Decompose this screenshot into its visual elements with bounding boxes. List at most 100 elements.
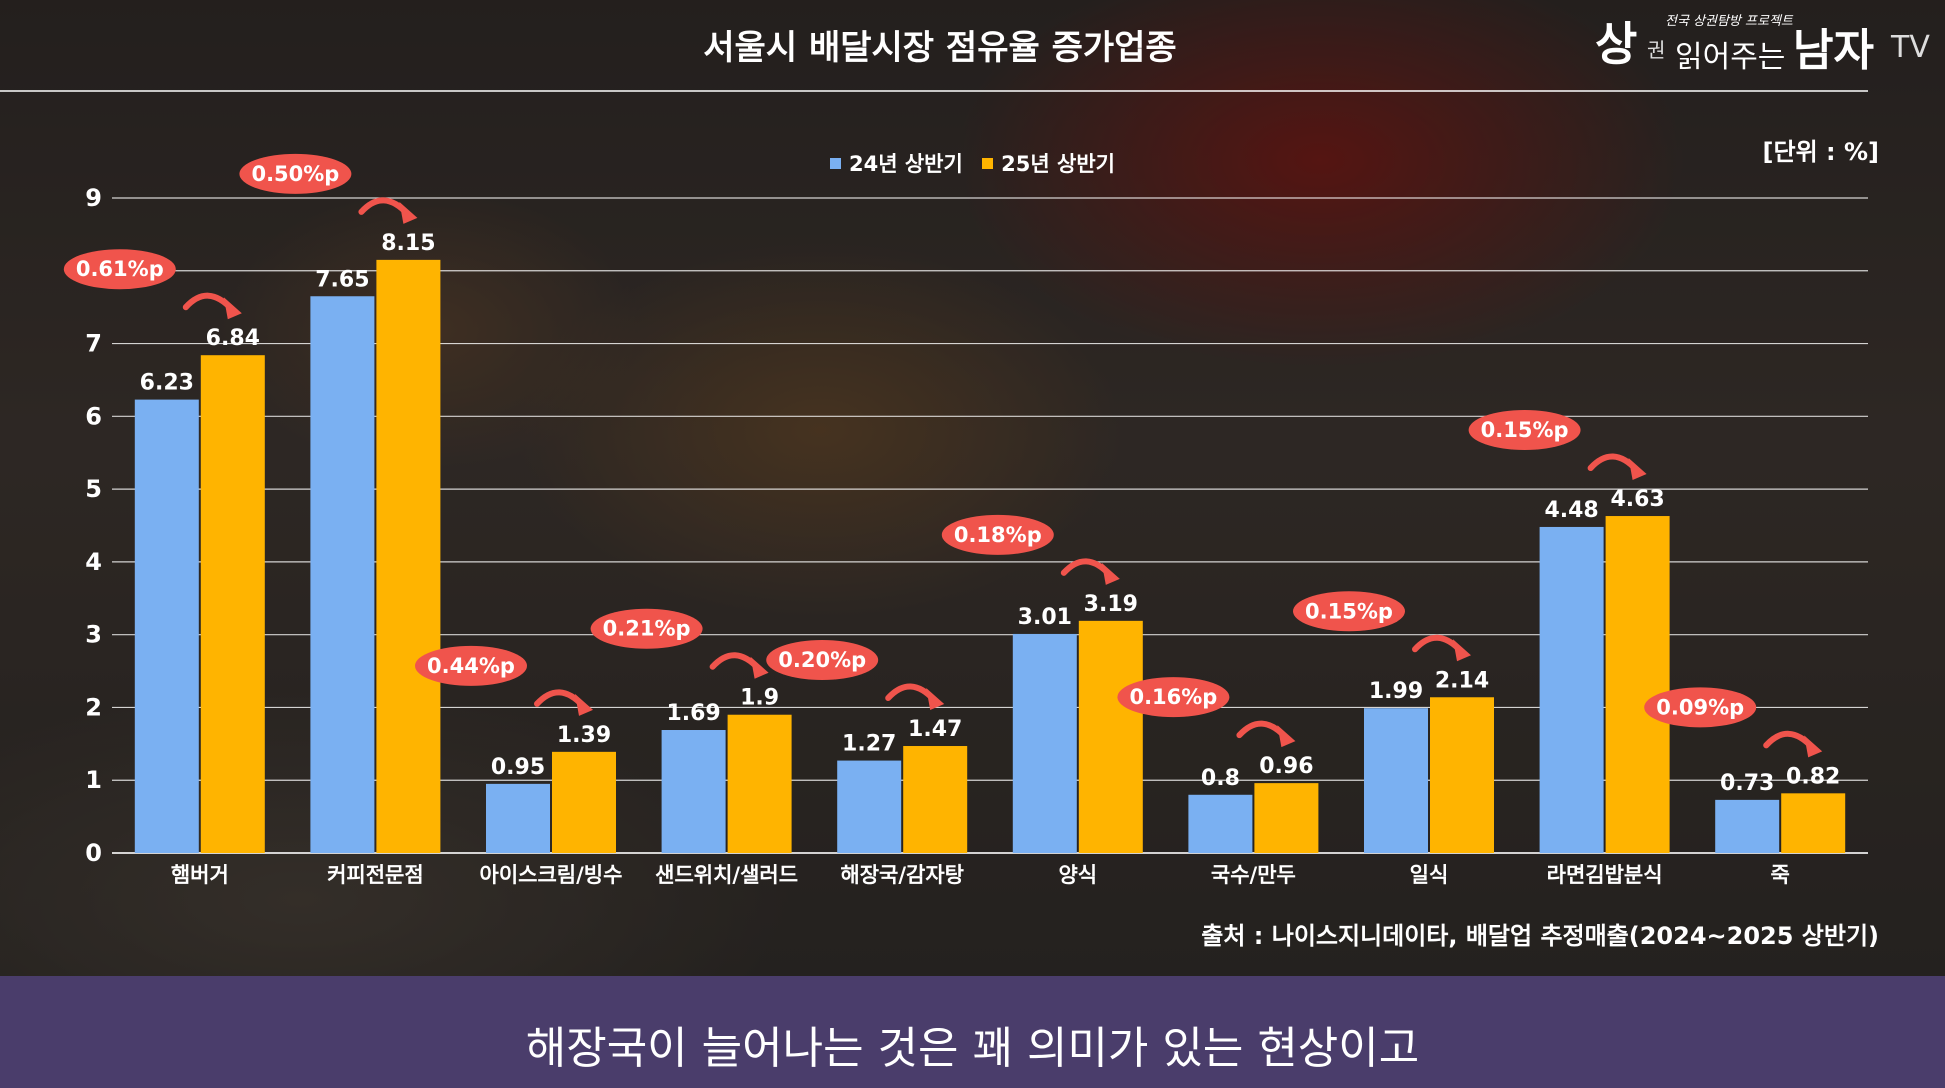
bar-25 bbox=[376, 259, 441, 854]
logo-sang-text: 상 bbox=[1595, 17, 1638, 71]
bar-value-label: 0.73 bbox=[1720, 771, 1774, 796]
increase-arrow-head bbox=[575, 693, 593, 716]
bar-value-label: 1.69 bbox=[666, 701, 720, 726]
bar-value-label: 1.99 bbox=[1369, 679, 1423, 704]
logo-slogan: 전국 상권탐방 프로젝트 bbox=[1665, 14, 1793, 29]
bar-25 bbox=[552, 751, 616, 853]
bar-chart: 0 1 2 3 4 5 6 7 9 6.23 6.84 햄버거 0.61%p 7.65 8.15 커피전문점 0… bbox=[0, 90, 1868, 887]
increase-label: 0.09%p bbox=[1656, 695, 1744, 719]
increase-arrow-head bbox=[1277, 725, 1296, 748]
x-tick-label: 양식 bbox=[1058, 863, 1097, 887]
x-tick-label: 샌드위치/샐러드 bbox=[655, 863, 798, 887]
subtitle-bar bbox=[0, 976, 1945, 1088]
y-tick-label: 5 bbox=[85, 475, 102, 503]
legend-item-24: 24년 상반기 bbox=[830, 148, 963, 178]
bar-value-label: 8.15 bbox=[381, 231, 435, 256]
bar-value-label: 0.82 bbox=[1786, 764, 1840, 789]
increase-badge bbox=[941, 514, 1054, 555]
increase-badge bbox=[415, 645, 527, 686]
legend-label-25: 25년 상반기 bbox=[1001, 152, 1115, 176]
y-tick-label: 1 bbox=[85, 766, 102, 794]
bar-value-label: 1.47 bbox=[908, 717, 962, 742]
increase-arrow-head bbox=[1628, 458, 1647, 481]
increase-badge bbox=[590, 608, 703, 649]
bar-24 bbox=[1364, 708, 1428, 853]
bar-24 bbox=[1188, 794, 1253, 853]
legend-swatch-25 bbox=[982, 157, 994, 169]
x-tick-label: 국수/만두 bbox=[1211, 863, 1296, 887]
bar-value-label: 4.48 bbox=[1544, 498, 1598, 523]
increase-label: 0.44%p bbox=[427, 654, 515, 678]
y-tick-label: 4 bbox=[85, 548, 102, 576]
source-note: 출처 : 나이스지니데이타, 배달업 추정매출(2024~2025 상반기) bbox=[1201, 922, 1879, 950]
y-tick-label: 0 bbox=[85, 839, 102, 867]
bar-24 bbox=[837, 760, 902, 853]
unit-label: [단위 : %] bbox=[1762, 138, 1879, 166]
bar-25 bbox=[1078, 620, 1143, 853]
bar-25 bbox=[903, 746, 968, 853]
bar-25 bbox=[1254, 783, 1319, 853]
bar-24 bbox=[310, 296, 375, 853]
x-tick-label: 일식 bbox=[1410, 863, 1449, 887]
legend-swatch-24 bbox=[830, 157, 841, 169]
x-tick-label: 죽 bbox=[1771, 863, 1790, 887]
bar-value-label: 4.63 bbox=[1610, 487, 1664, 512]
increase-arrow-head bbox=[1804, 735, 1823, 758]
bar-value-label: 6.84 bbox=[206, 326, 260, 351]
y-tick-label: 3 bbox=[85, 621, 102, 649]
bar-value-label: 3.01 bbox=[1018, 605, 1072, 630]
logo-man-text: 남자 bbox=[1793, 25, 1874, 76]
increase-badge bbox=[1468, 410, 1581, 451]
increase-arrow-head bbox=[399, 201, 418, 224]
increase-label: 0.20%p bbox=[778, 648, 866, 672]
bar-25 bbox=[1781, 793, 1846, 853]
bar-value-label: 2.14 bbox=[1435, 668, 1489, 693]
bar-value-label: 0.95 bbox=[491, 755, 545, 780]
bar-value-label: 3.19 bbox=[1084, 592, 1138, 617]
logo-tv-text: TV bbox=[1891, 30, 1930, 65]
increase-arrow-head bbox=[223, 297, 242, 320]
bar-value-label: 0.96 bbox=[1259, 754, 1313, 779]
increase-label: 0.50%p bbox=[251, 162, 339, 186]
increase-badge bbox=[1293, 591, 1405, 632]
increase-arrow-head bbox=[750, 656, 769, 679]
bar-25 bbox=[1605, 516, 1670, 853]
x-tick-label: 라면김밥분식 bbox=[1547, 863, 1663, 887]
increase-badge bbox=[1644, 687, 1757, 728]
x-tick-label: 해장국/감자탕 bbox=[840, 863, 964, 887]
x-tick-label: 햄버거 bbox=[171, 863, 229, 887]
increase-arrow-head bbox=[1101, 562, 1120, 585]
bar-value-label: 0.8 bbox=[1201, 766, 1240, 791]
bar-25 bbox=[727, 714, 792, 853]
bar-value-label: 1.27 bbox=[842, 732, 896, 757]
increase-label: 0.18%p bbox=[954, 523, 1042, 547]
logo-read-text: 읽어주는 bbox=[1675, 40, 1786, 75]
bar-24 bbox=[134, 399, 199, 853]
logo-gwon-text: 권 bbox=[1647, 38, 1666, 62]
increase-badge bbox=[63, 249, 176, 290]
increase-arrow-head bbox=[1453, 639, 1471, 662]
bar-24 bbox=[1715, 799, 1780, 853]
increase-label: 0.61%p bbox=[76, 257, 164, 281]
bar-24 bbox=[486, 783, 550, 853]
increase-label: 0.21%p bbox=[603, 617, 691, 641]
y-tick-label: 2 bbox=[85, 693, 102, 721]
legend-label-24: 24년 상반기 bbox=[849, 152, 963, 176]
subtitle-text: 해장국이 늘어나는 것은 꽤 의미가 있는 현상이고 bbox=[525, 1023, 1420, 1074]
bar-value-label: 7.65 bbox=[315, 267, 369, 292]
increase-label: 0.15%p bbox=[1481, 418, 1569, 442]
x-tick-label: 커피전문점 bbox=[327, 863, 424, 887]
increase-badge bbox=[1117, 677, 1230, 718]
increase-arrow-head bbox=[926, 688, 945, 711]
bar-24 bbox=[661, 730, 726, 853]
increase-label: 0.15%p bbox=[1305, 599, 1393, 623]
bar-24 bbox=[1539, 526, 1604, 853]
increase-badge bbox=[766, 640, 879, 681]
x-tick-label: 아이스크림/빙수 bbox=[480, 863, 623, 887]
increase-label: 0.16%p bbox=[1129, 685, 1217, 709]
bar-value-label: 6.23 bbox=[140, 371, 194, 396]
y-tick-label: 7 bbox=[85, 330, 102, 358]
y-tick-label: 6 bbox=[85, 402, 102, 430]
legend-item-25: 25년 상반기 bbox=[982, 148, 1115, 178]
chart-title: 서울시 배달시장 점유율 증가업종 bbox=[703, 28, 1177, 68]
